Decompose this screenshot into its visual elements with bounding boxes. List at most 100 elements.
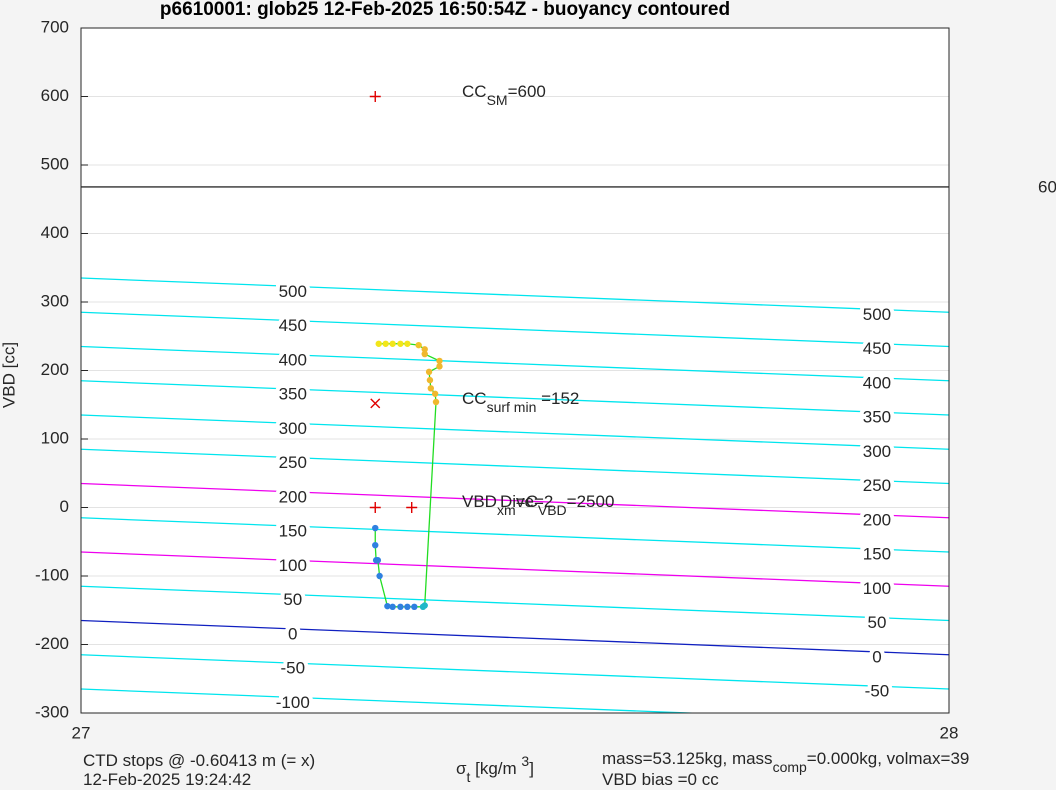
contour-label: 250 [279, 453, 307, 472]
x-tick-label: 28 [940, 723, 959, 742]
y-tick-label: 300 [41, 291, 69, 310]
y-tick-label: 400 [41, 223, 69, 242]
footer-text-part: 12-Feb-2025 19:24:42 [83, 770, 251, 789]
trajectory-point [421, 350, 428, 358]
footer-text-part: VBD bias =0 cc [602, 770, 719, 789]
y-tick-label: -100 [35, 565, 69, 584]
contour-label: 450 [863, 339, 891, 358]
trajectory-point [384, 602, 391, 610]
contour-label: 50 [283, 590, 302, 609]
trajectory-point [404, 603, 411, 611]
contour-label: 100 [279, 556, 307, 575]
footer-text-part: comp [773, 759, 807, 775]
contour-line [81, 654, 949, 690]
annotation-part: =152 [536, 389, 579, 408]
y-tick-label: 200 [41, 360, 69, 379]
contour-label: 350 [863, 408, 891, 427]
y-tick-label: -300 [35, 702, 69, 721]
contour-label: -50 [281, 659, 306, 678]
contour-label: 450 [279, 316, 307, 335]
trajectory-point [436, 363, 443, 370]
trajectory-point [372, 557, 380, 564]
trajectory-point [382, 340, 389, 347]
marker [370, 398, 381, 409]
plot-layer: 5005004504504004003503503003002502502002… [81, 28, 949, 713]
trajectory-point [372, 524, 379, 532]
contour-label: 100 [863, 579, 891, 598]
y-axis-label: VBD [cc] [0, 342, 18, 408]
annotation: Dive=2 [500, 492, 553, 511]
footer-text-part: CTD stops @ -0.60413 m (= x) [83, 751, 315, 770]
trajectory-point [389, 603, 396, 611]
contour-label: 350 [279, 385, 307, 404]
y-tick-label: -200 [35, 634, 69, 653]
trajectory-point [397, 603, 404, 611]
annotation-part: =600 [508, 82, 546, 101]
contour-line [81, 517, 949, 553]
trajectory-point [404, 340, 411, 347]
contour-label: 50 [867, 613, 886, 632]
trajectory-point [436, 357, 443, 365]
annotation-part: Dive=2 [500, 492, 553, 511]
trajectory-point [376, 572, 383, 580]
contour-label: 300 [279, 419, 307, 438]
y-tick-label: 700 [41, 17, 69, 36]
y-tick-label: 600 [41, 86, 69, 105]
marker [369, 502, 381, 513]
contour-label: 500 [863, 305, 891, 324]
footer-text: VBD bias =0 cc [602, 770, 719, 789]
contour-line [81, 414, 949, 450]
annotation-part: xm [497, 502, 516, 518]
y-tick-label: 100 [41, 428, 69, 447]
x-axis-label-part: [kg/m [470, 759, 521, 778]
x-tick-label: 27 [72, 723, 91, 742]
trajectory-point [372, 541, 379, 549]
reference-label: 60 [1038, 177, 1056, 196]
x-axis-label-part: σ [456, 759, 467, 778]
contour-label: 400 [279, 350, 307, 369]
contour-label: 200 [279, 487, 307, 506]
x-axis-label-part: ] [529, 759, 534, 778]
annotation-part: CC [462, 389, 487, 408]
trajectory-point [432, 398, 440, 406]
contour-label: 300 [863, 442, 891, 461]
contour-line [81, 482, 949, 519]
contour-label: 200 [863, 510, 891, 529]
y-tick-label: 0 [60, 497, 69, 516]
annotation: VBDxm=CVBD=2500 [462, 492, 614, 517]
trajectory-point [426, 376, 434, 384]
x-axis-label-part: t [467, 769, 471, 785]
contour-label: -50 [865, 682, 890, 701]
contour-line [81, 380, 949, 416]
contour-line [81, 311, 949, 348]
contour-label: 0 [288, 624, 297, 643]
contour-line [81, 277, 949, 313]
annotation-part: VBD [538, 502, 567, 518]
footer-text: 12-Feb-2025 19:24:42 [83, 770, 251, 789]
trajectory-point [411, 603, 418, 611]
annotation-part: =C [516, 492, 538, 511]
footer-text-part: mass=53.125kg, mass [602, 749, 773, 768]
trajectory-point [419, 603, 427, 611]
trajectory-point [427, 385, 435, 392]
footer-text: CTD stops @ -0.60413 m (= x) [83, 751, 315, 770]
annotation: CCSM=600 [462, 82, 546, 107]
contour-label: 500 [279, 282, 307, 301]
marker [369, 91, 381, 102]
chart-title: p6610001: glob25 12-Feb-2025 16:50:54Z -… [160, 0, 730, 20]
annotation: CCsurf min =152 [462, 389, 579, 414]
contour-line [81, 551, 949, 587]
contour-label: 150 [863, 545, 891, 564]
x-axis-label-part: 3 [521, 753, 529, 769]
annotation-part: SM [487, 92, 508, 108]
footer-text: mass=53.125kg, masscomp=0.000kg, volmax=… [602, 749, 969, 774]
trajectory-point [389, 340, 396, 347]
trajectory-point [375, 340, 382, 347]
contour-line [81, 688, 706, 713]
annotation-part: =2500 [567, 492, 615, 511]
contour-line [81, 345, 949, 382]
